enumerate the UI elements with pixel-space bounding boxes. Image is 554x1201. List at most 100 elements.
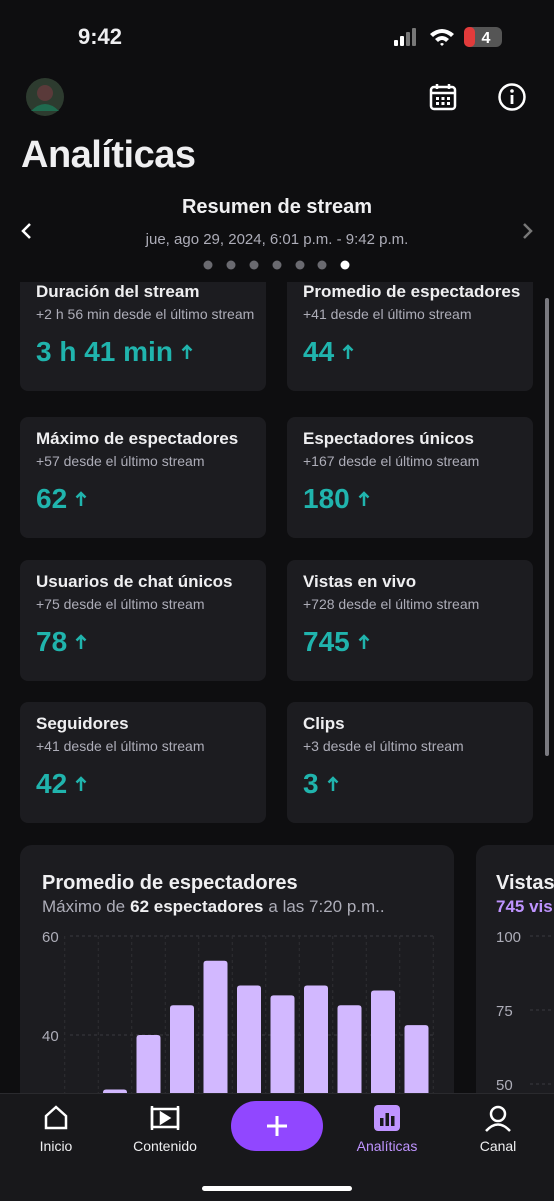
up-arrow [75, 776, 87, 791]
up-arrow-path [342, 344, 354, 359]
calendar-button[interactable] [428, 82, 458, 112]
stat-value: 745 [303, 626, 350, 657]
bar [337, 1005, 362, 1093]
battery-level: 4 [482, 30, 491, 47]
stat-label: Vistas en vivo [303, 572, 417, 591]
analytics-icon[interactable] [374, 1105, 400, 1131]
channel-icon[interactable] [485, 1105, 511, 1132]
up-arrow-path [75, 634, 87, 649]
next-button[interactable] [523, 223, 533, 239]
subtitle-part: Máximo de [42, 897, 125, 916]
up-arrow [75, 491, 87, 506]
bar [103, 1089, 127, 1093]
y-tick-label: 75 [496, 1003, 513, 1020]
up-arrow-path [181, 344, 193, 359]
up-arrow-path [75, 491, 87, 506]
summary-date: jue, ago 29, 2024, 6:01 p.m. - 9:42 p.m. [145, 231, 409, 248]
page-title: Analíticas [21, 134, 196, 176]
avatar[interactable] [25, 77, 65, 117]
stat-delta: +728 desde el último stream [303, 596, 480, 612]
stat-value: 3 h 41 min [36, 336, 173, 367]
up-arrow [181, 344, 193, 359]
chart-subtitle: 745 vis [496, 897, 553, 916]
stat-value-row: 3 h 41 min [36, 336, 193, 368]
stat-card: Duración del stream +2 h 56 min desde el … [20, 282, 266, 391]
stat-value: 78 [36, 626, 68, 657]
up-arrow [358, 491, 370, 506]
carousel-controls [21, 223, 533, 270]
stat-value: 180 [303, 483, 350, 514]
stat-delta: +57 desde el último stream [36, 453, 205, 469]
stat-delta: +75 desde el último stream [36, 596, 205, 612]
stat-label: Duración del stream [36, 282, 200, 301]
stat-delta: +3 desde el último stream [303, 738, 464, 754]
stats-grid: Duración del stream +2 h 56 min desde el … [0, 282, 554, 827]
info-button[interactable] [497, 82, 527, 112]
up-arrow-path [75, 776, 87, 791]
home-icon[interactable] [44, 1105, 68, 1130]
bottom-nav: Inicio Contenido Analíticas Canal [0, 1093, 554, 1201]
stat-value: 44 [303, 336, 335, 367]
stat-card: Vistas en vivo +728 desde el último strea… [287, 560, 533, 681]
chart-subtitle: Máximo de 62 espectadores a las 7:20 p.m.. [42, 897, 385, 916]
stat-delta: +2 h 56 min desde el último stream [36, 306, 255, 322]
stat-label: Promedio de espectadores [303, 282, 521, 301]
y-tick-label: 60 [42, 929, 59, 946]
stat-card: Espectadores únicos +167 desde el último … [287, 417, 533, 538]
nav-label: Analíticas [356, 1138, 418, 1154]
stat-value: 3 [303, 768, 319, 799]
up-arrow [342, 344, 354, 359]
up-arrow-path [327, 776, 338, 791]
bar [404, 1025, 429, 1093]
bar [270, 995, 295, 1093]
up-arrow-path [358, 634, 370, 649]
up-arrow-path [358, 491, 370, 506]
scrollbar [545, 298, 549, 756]
stat-card: Promedio de espectadores +41 desde el últ… [287, 282, 533, 391]
stat-card: Clips +3 desde el último stream 3 [287, 702, 533, 823]
nav-icons [44, 1101, 511, 1191]
stat-card: Máximo de espectadores +57 desde el últim… [20, 417, 266, 538]
stat-delta: +167 desde el último stream [303, 453, 480, 469]
y-tick-label: 100 [496, 929, 521, 946]
status-time: 9:42 [78, 24, 123, 49]
bar [136, 1035, 161, 1093]
bar [170, 1005, 194, 1093]
up-arrow [358, 634, 370, 649]
subtitle-part: 745 vis [496, 897, 553, 916]
stat-label: Clips [303, 714, 345, 733]
y-tick-label: 40 [42, 1028, 59, 1045]
stat-label: Seguidores [36, 714, 129, 733]
stat-value-row: 62 [36, 483, 87, 515]
status-icons: 4 [394, 27, 502, 47]
stat-card: Usuarios de chat únicos +75 desde el últi… [20, 560, 266, 681]
subtitle-part: a las 7:20 p.m.. [268, 897, 384, 916]
chart-title: Vistas [496, 872, 554, 894]
stat-label: Usuarios de chat únicos [36, 572, 233, 591]
nav-label: Inicio [39, 1138, 73, 1154]
nav-label: Canal [479, 1138, 517, 1154]
stat-card: Seguidores +41 desde el último stream 42 [20, 702, 266, 823]
stat-value: 42 [36, 768, 68, 799]
stat-value-row: 42 [36, 768, 87, 800]
stat-label: Máximo de espectadores [36, 429, 239, 448]
summary-title: Resumen de stream [181, 196, 373, 218]
stat-delta: +41 desde el último stream [36, 738, 205, 754]
charts-carousel: Promedio de espectadores Máximo de 62 espe… [20, 845, 554, 1093]
stat-value-row: 180 [303, 483, 370, 515]
prev-button[interactable] [21, 223, 31, 239]
bar [237, 985, 261, 1093]
content-icon[interactable] [150, 1106, 180, 1130]
stat-value-row: 78 [36, 626, 87, 658]
stat-value-row: 745 [303, 626, 370, 658]
y-tick-label: 50 [496, 1077, 513, 1093]
up-arrow [75, 634, 87, 649]
stat-delta: +41 desde el último stream [303, 306, 472, 322]
stat-label: Espectadores únicos [303, 429, 475, 448]
subtitle-part: 62 espectadores [130, 897, 263, 916]
bar [371, 990, 395, 1093]
stat-value-row: 3 [303, 768, 339, 800]
up-arrow [327, 776, 338, 791]
nav-label: Contenido [133, 1138, 197, 1154]
chart-card [476, 845, 554, 1093]
